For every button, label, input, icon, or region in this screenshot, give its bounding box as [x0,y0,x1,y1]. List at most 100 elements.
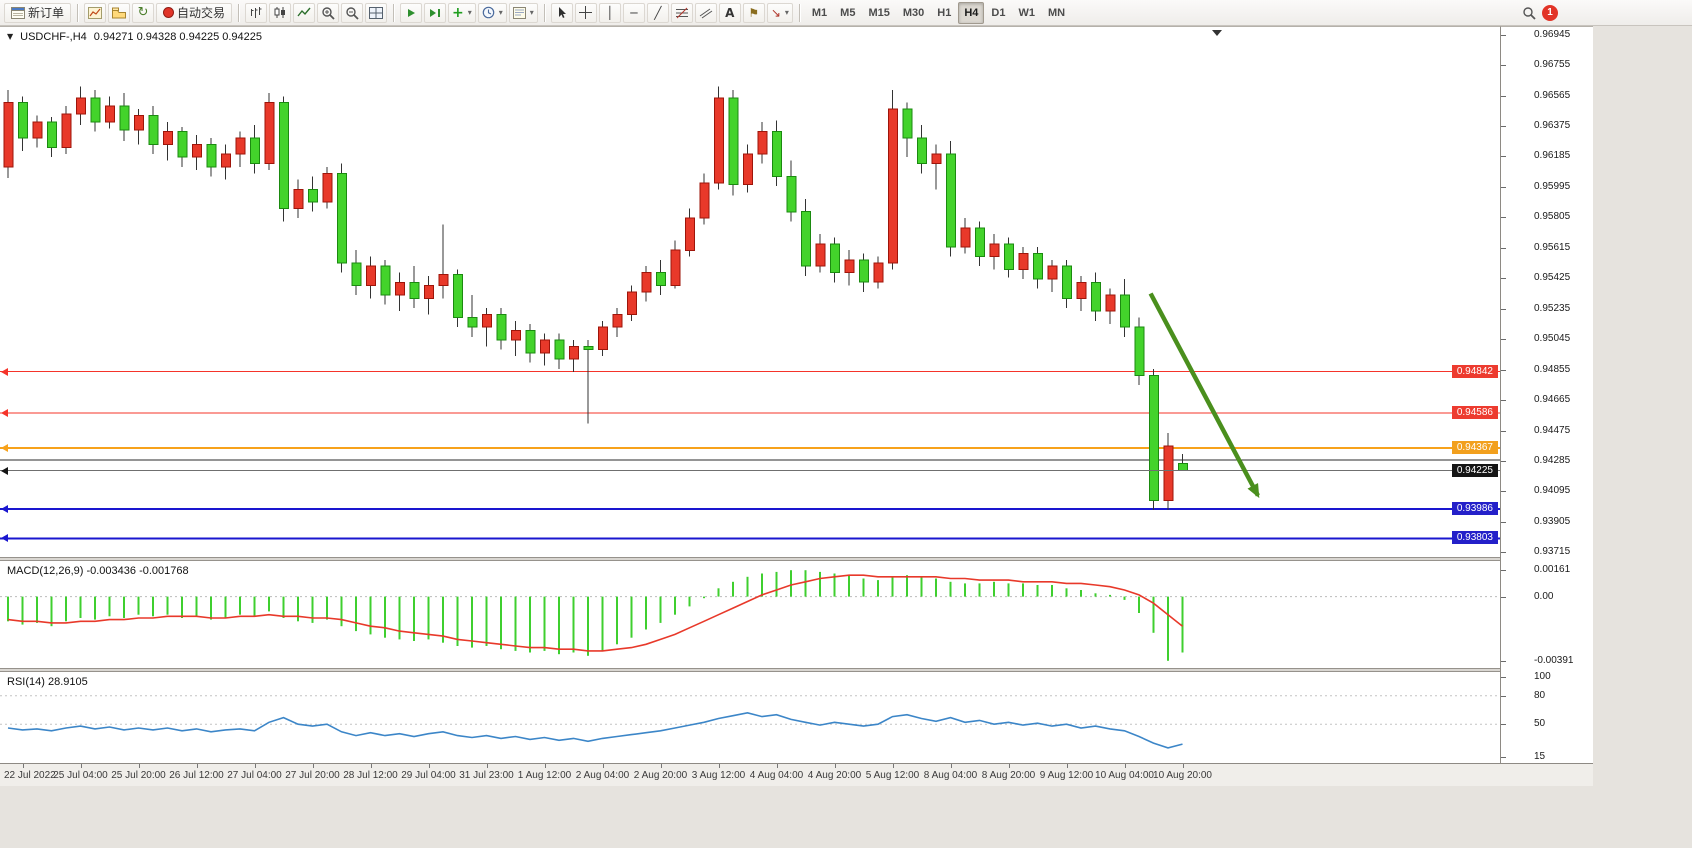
candle [583,345,594,351]
price-axis-label: 0.96945 [1534,29,1571,40]
toolbar-separator [238,3,240,22]
candle [1105,294,1116,312]
timeframe-button-m5[interactable]: M5 [840,6,856,19]
candle [627,291,637,315]
bar-chart-icon [251,7,262,18]
macd-axis-label: 0.00 [1534,591,1554,602]
channel-tool-button[interactable] [694,2,717,23]
candle [496,313,507,341]
axis-tick [1501,552,1506,553]
panel-splitter[interactable] [0,668,1593,672]
main-toolbar: 新订单 ↻ 自动交易 [0,0,1692,26]
price-axis-label: 0.94285 [1534,455,1571,466]
axis-tick [1501,661,1506,662]
time-axis-label: 4 Aug 04:00 [749,770,804,781]
periods-button[interactable]: ▾ [477,2,507,23]
axis-tick [1501,248,1506,249]
timeframe-button-h1[interactable]: H1 [937,6,952,19]
fibonacci-icon [675,7,688,18]
refresh-icon: ↻ [137,5,149,20]
axis-tick [1501,677,1506,678]
rsi-panel[interactable] [0,673,1500,764]
arrows-tool-button[interactable]: ↘ ▾ [766,2,793,23]
macd-panel[interactable] [0,562,1500,669]
timeframe-button-m1[interactable]: M1 [811,6,828,19]
text-tool-icon: A [725,5,735,20]
profiles-button[interactable] [108,2,131,23]
rsi-axis-label: 80 [1534,690,1546,701]
axis-tick [1501,757,1506,758]
rsi-line [7,711,1183,749]
text-tool-button[interactable]: A [718,2,741,23]
notification-badge[interactable]: 1 [1542,4,1558,21]
timeframe-button-m30[interactable]: M30 [902,6,925,19]
text-label-icon: ⚑ [748,5,760,20]
new-order-button[interactable]: 新订单 [4,2,72,23]
auto-scroll-button[interactable] [400,2,423,23]
crosshair-tool-button[interactable] [574,2,597,23]
candle [467,317,478,328]
timeframe-button-m15[interactable]: M15 [868,6,890,19]
chart-shift-button[interactable] [424,2,447,23]
axis-tick [1501,187,1506,188]
toolbar-separator [798,3,800,22]
timeframe-button-w1[interactable]: W1 [1018,6,1035,19]
refresh-button[interactable]: ↻ [132,2,155,23]
chart-shift-marker[interactable] [1212,30,1222,36]
timeframe-button-mn[interactable]: MN [1047,6,1066,19]
vertical-line-tool-button[interactable]: │ [598,2,621,23]
zoom-out-button[interactable] [341,2,364,23]
template-icon [512,6,526,19]
price-axis-label: 0.96375 [1534,120,1571,131]
candle [380,265,391,296]
time-axis-label: 28 Jul 12:00 [343,770,398,781]
search-button[interactable] [1518,3,1540,23]
candle [90,97,101,123]
text-label-tool-button[interactable]: ⚑ [742,2,765,23]
dropdown-arrow-icon: ▾ [498,7,503,17]
time-axis-label: 26 Jul 12:00 [169,770,224,781]
trendline-tool-button[interactable]: ╱ [646,2,669,23]
trend-arrow-object[interactable] [1148,292,1260,499]
horizontal-line-tool-button[interactable]: ─ [622,2,645,23]
auto-trading-label: 自动交易 [177,6,226,20]
candle [714,97,724,184]
panel-splitter[interactable] [0,557,1593,561]
bar-chart-mode-button[interactable] [245,2,268,23]
candle [148,115,159,145]
candle [177,131,188,158]
templates-button[interactable]: ▾ [508,2,538,23]
candle [3,102,14,168]
zoom-in-button[interactable] [317,2,340,23]
rsi-axis-label: 15 [1534,751,1546,762]
indicators-button[interactable]: + ▾ [448,2,476,23]
candle [1120,294,1130,328]
main-chart[interactable] [0,29,1500,558]
chart-collapse-arrow-icon[interactable]: ▼ [7,32,14,41]
candlestick-mode-button[interactable] [269,2,292,23]
new-order-icon [11,6,25,19]
new-chart-button[interactable] [84,2,107,23]
timeframe-button-h4[interactable]: H4 [958,1,985,24]
chart-window[interactable]: 0.94842 0.94586 0.94367 0.93986 0.93803 0.942… [0,26,1500,764]
time-axis[interactable]: 22 Jul 2022 25 Jul 04:00 25 Jul 20:00 26 Ju… [0,763,1593,786]
macd-signal-line [7,574,1183,652]
candle [279,102,289,209]
toolbar-separator [393,3,395,22]
price-axis-label: 0.96755 [1534,59,1571,70]
candle [801,211,811,267]
fibonacci-tool-button[interactable] [670,2,693,23]
line-chart-mode-button[interactable] [293,2,316,23]
candle [1062,265,1072,299]
arrow-object-icon: ↘ [770,5,781,20]
tile-windows-button[interactable] [365,2,388,23]
cursor-tool-button[interactable] [550,2,573,23]
time-axis-label: 9 Aug 12:00 [1039,770,1094,781]
timeframe-button-d1[interactable]: D1 [991,6,1006,19]
price-axis[interactable]: 0.96945 0.96755 0.96565 0.96375 0.96185 0.959… [1500,26,1593,763]
price-axis-label: 0.94665 [1534,394,1571,405]
candle [525,329,536,354]
candle [308,188,318,203]
line-chart-icon [297,7,311,17]
auto-trading-button[interactable]: 自动交易 [156,2,233,23]
